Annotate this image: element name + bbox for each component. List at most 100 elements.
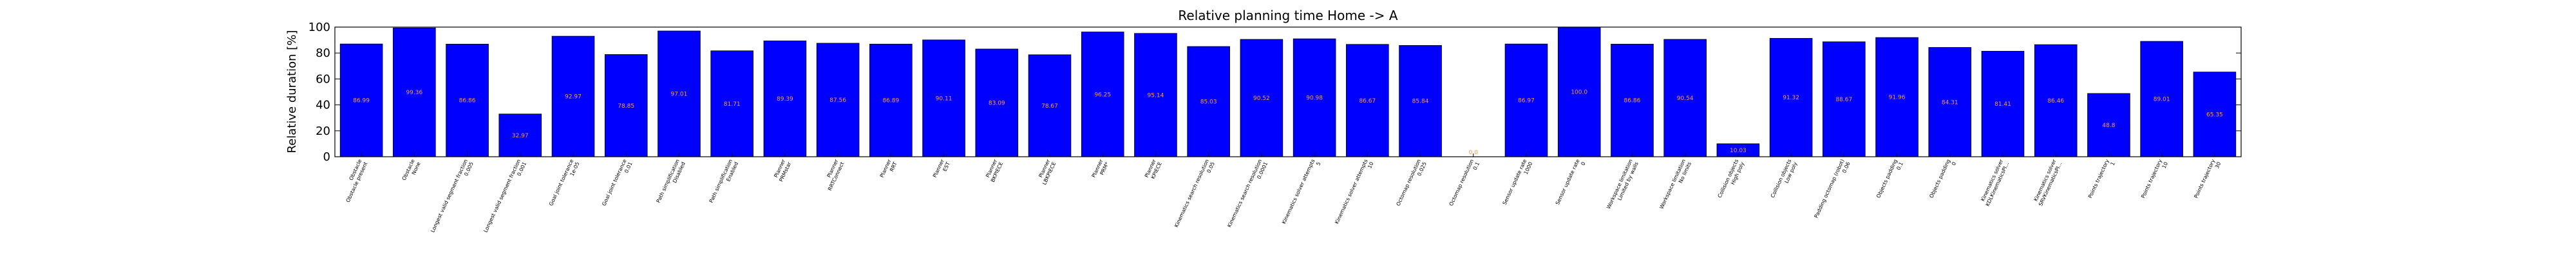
x-tick-label-line: Points trajectory — [2193, 158, 2216, 199]
bar-value-label: 100.0 — [1571, 90, 1587, 96]
x-tick-label-line: Goal joint tolerance — [601, 158, 627, 206]
x-tick-label-line: Kinematics solver attempts — [1334, 159, 1369, 225]
x-tick-label-line: 10 — [1367, 161, 1374, 170]
plot-area: 86.99 99.36 86.86 32.97 92.97 78.85 97.01 81.71… — [308, 21, 2242, 233]
x-tick-label: Kinematics solverKDLKinematicsPl... — [1980, 158, 2010, 207]
y-axis-label: Relative duration [%] — [285, 30, 299, 154]
y-tick-label: 0 — [323, 150, 330, 164]
bar-value-label: 85.03 — [1200, 99, 1217, 106]
x-tick-label-line: Points trajectory — [2087, 158, 2110, 199]
bar — [1134, 33, 1177, 157]
x-tick-label-line: Octomap resolution — [1448, 159, 1475, 207]
bar — [1611, 44, 1654, 157]
bar — [2140, 41, 2183, 157]
bar — [393, 27, 436, 157]
bar — [2034, 44, 2078, 157]
bar-value-label: 90.98 — [1306, 95, 1323, 102]
bar-value-label: 90.11 — [936, 95, 952, 102]
chart-title: Relative planning time Home -> A — [1178, 8, 1397, 23]
x-tick-label-line: 0 — [1951, 161, 1957, 166]
x-tick-label-line: Sensor update rate — [1555, 158, 1581, 206]
y-tick-label: 80 — [316, 46, 330, 60]
bar-value-label: 92.97 — [565, 94, 582, 101]
bar-value-label: 78.85 — [618, 103, 634, 110]
bar-value-label: 65.35 — [2206, 112, 2223, 118]
bar — [1875, 37, 1918, 157]
bar-value-label: 32.97 — [512, 133, 529, 139]
x-tick-label-line: 1 — [2110, 161, 2116, 166]
bar-value-label: 85.84 — [1412, 99, 1429, 105]
bar-value-label: 86.89 — [882, 98, 899, 104]
bar — [1293, 38, 1336, 157]
bar — [1504, 43, 1548, 157]
bar — [1928, 47, 1972, 157]
bar-value-label: 89.39 — [777, 96, 793, 103]
x-tick-label-line: Sensor update rate — [1502, 158, 1528, 206]
x-tick-label-line: Kinematics search resolution — [1173, 159, 1210, 228]
bar — [975, 48, 1019, 157]
bar-value-label: 10.03 — [1730, 148, 1747, 154]
bar — [339, 43, 383, 157]
bar — [551, 35, 595, 157]
bar — [604, 54, 648, 157]
bar-value-label: 88.67 — [1835, 97, 1852, 103]
x-tick-label-line: Padding octomap (robot) — [1814, 159, 1846, 219]
bar-value-label: 90.52 — [1253, 95, 1270, 102]
bar-value-label: 86.86 — [1624, 98, 1641, 104]
x-tick-label-line: Objects padding — [1875, 159, 1899, 199]
bar-value-label: 83.09 — [989, 100, 1005, 106]
bar-value-label: 81.41 — [1994, 101, 2011, 108]
bar — [922, 39, 965, 157]
bar — [869, 43, 913, 157]
y-tick-label: 20 — [316, 124, 330, 138]
x-tick-label-line: Octomap resolution — [1395, 159, 1421, 207]
x-tick-label-line: 5 — [1315, 161, 1321, 166]
bar-value-label: 81.71 — [724, 101, 741, 108]
bar-value-label: 97.01 — [671, 92, 688, 98]
bar — [1346, 44, 1389, 157]
bar-value-label: 99.36 — [406, 90, 422, 96]
bar-value-label: 91.32 — [1783, 95, 1799, 101]
x-tick-label-line: Kinematics solver attempts — [1281, 159, 1316, 225]
x-tick-label: Kinematics solverSRVKinematicsPl... — [2032, 158, 2063, 207]
y-tick-label: 100 — [308, 21, 330, 34]
x-tick-label-line: Points trajectory — [2140, 158, 2163, 199]
x-tick-label-line: Kinematics search resolution — [1226, 159, 1263, 228]
bar — [2087, 93, 2130, 157]
x-tick-label-line: 30 — [2214, 161, 2222, 170]
bar-value-label: 95.14 — [1148, 92, 1164, 99]
bar — [1399, 45, 1442, 157]
bar — [816, 43, 860, 157]
bar-value-label: 87.56 — [829, 97, 846, 104]
bar — [1981, 50, 2025, 157]
